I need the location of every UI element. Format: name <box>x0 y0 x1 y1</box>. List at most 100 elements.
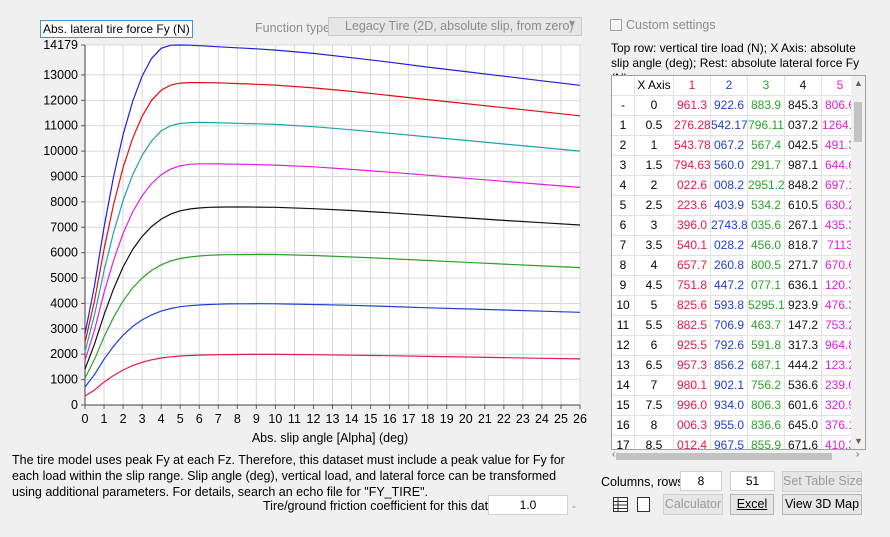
table-cell[interactable]: 883.9 <box>748 96 785 116</box>
table-cell[interactable]: 967.5 <box>711 436 748 449</box>
table-cell[interactable]: 534.2 <box>748 196 785 216</box>
table-cell[interactable]: 223.6 <box>674 196 711 216</box>
table-cell[interactable]: 657.7 <box>674 256 711 276</box>
table-cell[interactable]: 567.4 <box>748 136 785 156</box>
excel-button[interactable]: Excel <box>730 494 774 515</box>
table-cell[interactable]: 751.8 <box>674 276 711 296</box>
table-cell[interactable]: 706.9 <box>711 316 748 336</box>
table-cell[interactable]: 792.6 <box>711 336 748 356</box>
view-3d-map-button[interactable]: View 3D Map <box>782 494 862 515</box>
hscroll-thumb[interactable] <box>616 453 832 460</box>
table-cell[interactable]: 7.5 <box>635 396 674 416</box>
table-cell[interactable]: 560.0 <box>711 156 748 176</box>
calculator-button[interactable]: Calculator <box>663 494 723 515</box>
scroll-left-icon[interactable]: ‹ <box>612 449 616 460</box>
table-cell[interactable]: 542.17 <box>711 116 748 136</box>
custom-settings-label[interactable]: Custom settings <box>626 18 716 32</box>
table-cell[interactable]: 271.7 <box>785 256 822 276</box>
table-cell[interactable]: 012.4 <box>674 436 711 449</box>
table-cell[interactable]: 456.0 <box>748 236 785 256</box>
table-cell[interactable]: 0 <box>635 96 674 116</box>
table-cell[interactable]: 444.2 <box>785 356 822 376</box>
table-cell[interactable]: 5295.1 <box>748 296 785 316</box>
table-cell[interactable]: 2.5 <box>635 196 674 216</box>
table-cell[interactable]: 925.5 <box>674 336 711 356</box>
table-cell[interactable]: 957.3 <box>674 356 711 376</box>
table-cell[interactable]: 022.6 <box>674 176 711 196</box>
table-cell[interactable]: 856.2 <box>711 356 748 376</box>
table-cell[interactable]: 6 <box>635 336 674 356</box>
table-cell[interactable]: 855.9 <box>748 436 785 449</box>
plot-view-icon[interactable] <box>635 496 652 513</box>
set-table-size-button[interactable]: Set Table Size <box>782 471 863 492</box>
table-cell[interactable]: 687.1 <box>748 356 785 376</box>
table-cell[interactable]: 396.0 <box>674 216 711 236</box>
table-vertical-scrollbar[interactable]: ▲ ▼ <box>851 76 865 449</box>
table-cell[interactable]: 276.28 <box>674 116 711 136</box>
table-cell[interactable]: 2 <box>635 176 674 196</box>
scroll-down-icon[interactable]: ▼ <box>854 436 863 446</box>
table-cell[interactable]: 2951.2 <box>748 176 785 196</box>
table-cell[interactable]: 996.0 <box>674 396 711 416</box>
table-cell[interactable]: 260.8 <box>711 256 748 276</box>
table-cell[interactable]: 540.1 <box>674 236 711 256</box>
table-cell[interactable]: 008.2 <box>711 176 748 196</box>
table-cell[interactable]: 610.5 <box>785 196 822 216</box>
table-cell[interactable]: 8 <box>635 416 674 436</box>
table-cell[interactable]: 980.1 <box>674 376 711 396</box>
table-cell[interactable]: 5 <box>635 296 674 316</box>
table-cell[interactable]: 447.2 <box>711 276 748 296</box>
scroll-right-icon[interactable]: › <box>856 449 860 460</box>
table-cell[interactable]: 147.2 <box>785 316 822 336</box>
table-cell[interactable]: 006.3 <box>674 416 711 436</box>
table-cell[interactable]: 671.6 <box>785 436 822 449</box>
scroll-up-icon[interactable]: ▲ <box>854 78 863 88</box>
table-cell[interactable]: 5.5 <box>635 316 674 336</box>
table-cell[interactable]: 037.2 <box>785 116 822 136</box>
table-cell[interactable]: 317.3 <box>785 336 822 356</box>
table-cell[interactable]: 591.8 <box>748 336 785 356</box>
table-cell[interactable]: 593.8 <box>711 296 748 316</box>
table-cell[interactable]: 8.5 <box>635 436 674 449</box>
table-view-icon[interactable] <box>612 496 629 513</box>
table-cell[interactable]: 923.9 <box>785 296 822 316</box>
table-cell[interactable]: 6.5 <box>635 356 674 376</box>
table-cell[interactable]: 3.5 <box>635 236 674 256</box>
table-cell[interactable]: 902.1 <box>711 376 748 396</box>
table-cell[interactable]: 067.2 <box>711 136 748 156</box>
table-cell[interactable]: 836.6 <box>748 416 785 436</box>
table-cell[interactable]: 636.1 <box>785 276 822 296</box>
table-cell[interactable]: 1.5 <box>635 156 674 176</box>
table-cell[interactable]: 848.2 <box>785 176 822 196</box>
friction-input[interactable]: 1.0 <box>488 495 568 515</box>
columns-input[interactable]: 8 <box>680 471 722 491</box>
table-cell[interactable]: 601.6 <box>785 396 822 416</box>
table-cell[interactable]: 403.9 <box>711 196 748 216</box>
table-cell[interactable]: 845.3 <box>785 96 822 116</box>
table-cell[interactable]: 934.0 <box>711 396 748 416</box>
table-cell[interactable]: 4.5 <box>635 276 674 296</box>
table-cell[interactable]: 961.3 <box>674 96 711 116</box>
table-cell[interactable]: 7 <box>635 376 674 396</box>
table-cell[interactable]: 035.6 <box>748 216 785 236</box>
table-cell[interactable]: 922.6 <box>711 96 748 116</box>
scroll-thumb[interactable] <box>854 102 862 142</box>
table-cell[interactable]: 4 <box>635 256 674 276</box>
table-cell[interactable]: 756.2 <box>748 376 785 396</box>
table-cell[interactable]: 1 <box>635 136 674 156</box>
table-cell[interactable]: 645.0 <box>785 416 822 436</box>
table-cell[interactable]: 987.1 <box>785 156 822 176</box>
table-cell[interactable]: 2743.8 <box>711 216 748 236</box>
table-cell[interactable]: 543.78 <box>674 136 711 156</box>
table-cell[interactable]: 536.6 <box>785 376 822 396</box>
table-cell[interactable]: 818.7 <box>785 236 822 256</box>
table-cell[interactable]: 796.11 <box>748 116 785 136</box>
table-horizontal-scrollbar[interactable]: ‹ › <box>612 449 866 463</box>
table-cell[interactable]: 800.5 <box>748 256 785 276</box>
custom-settings-checkbox[interactable] <box>610 19 622 31</box>
table-cell[interactable]: 825.6 <box>674 296 711 316</box>
table-cell[interactable]: 463.7 <box>748 316 785 336</box>
table-cell[interactable]: 0.5 <box>635 116 674 136</box>
table-cell[interactable]: 077.1 <box>748 276 785 296</box>
table-cell[interactable]: 882.5 <box>674 316 711 336</box>
